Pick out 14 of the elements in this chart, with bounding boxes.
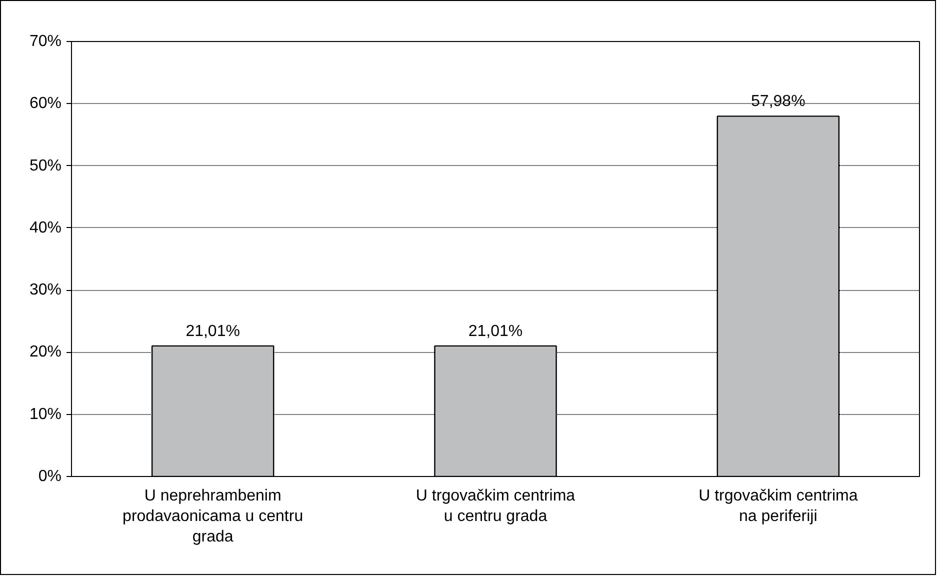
y-tick-label: 20% bbox=[29, 344, 62, 361]
y-tick-label: 0% bbox=[38, 468, 62, 485]
x-tick-label: U trgovačkim centrima u centru grada bbox=[416, 488, 576, 525]
y-tick-label: 60% bbox=[29, 95, 62, 112]
x-tick-label: U trgovačkim centrima na periferiji bbox=[698, 488, 858, 525]
x-tick-label: U neprehrambenim prodavaonicama u centru grada bbox=[122, 488, 304, 546]
data-label: 57,98% bbox=[751, 93, 806, 110]
y-tick-label: 40% bbox=[29, 219, 62, 236]
data-label: 21,01% bbox=[468, 322, 523, 340]
y-tick-label: 30% bbox=[29, 282, 62, 299]
data-label: 21,01% bbox=[186, 322, 240, 340]
y-tick-label: 10% bbox=[29, 406, 62, 423]
y-tick-label: 50% bbox=[29, 157, 62, 174]
y-tick-label: 70% bbox=[29, 33, 62, 50]
